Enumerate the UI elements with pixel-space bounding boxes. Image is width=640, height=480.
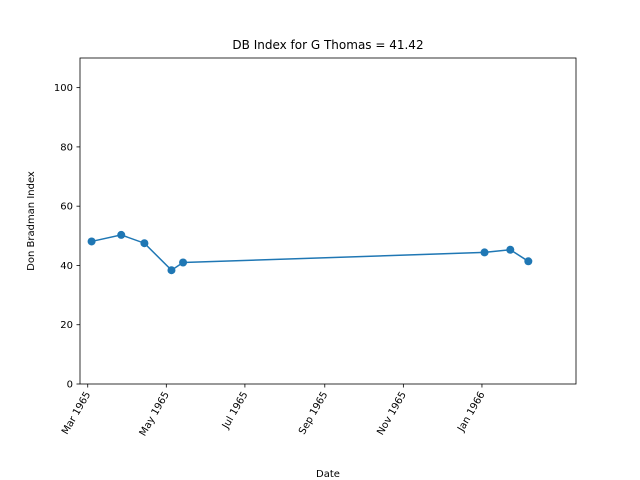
series-line <box>91 234 529 272</box>
y-tick-label: 100 <box>54 83 73 94</box>
data-point <box>480 248 489 257</box>
data-point <box>506 245 515 254</box>
data-point <box>524 257 533 266</box>
data-point <box>117 230 126 239</box>
y-tick-label: 60 <box>60 202 73 213</box>
x-axis-title: Date <box>316 469 340 480</box>
y-axis-title: Don Bradman Index <box>26 171 37 271</box>
y-tick-label: 80 <box>60 142 73 153</box>
y-tick-label: 20 <box>60 320 73 331</box>
y-tick-label: 40 <box>60 261 73 272</box>
data-point <box>140 239 149 248</box>
data-point <box>87 237 96 246</box>
y-tick-label: 0 <box>67 380 73 391</box>
data-point <box>167 266 176 275</box>
data-point <box>179 258 188 267</box>
chart-title: DB Index for G Thomas = 41.42 <box>232 38 423 52</box>
plot-frame <box>79 57 577 385</box>
